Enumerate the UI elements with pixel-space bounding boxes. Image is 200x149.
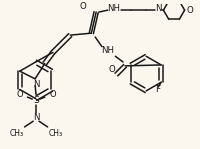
Text: NH: NH [101,46,114,55]
Text: O: O [49,90,56,99]
Text: NH: NH [107,4,120,13]
Text: N: N [33,80,39,89]
Text: CH₃: CH₃ [48,129,62,138]
Text: CH₃: CH₃ [10,129,24,138]
Text: N: N [33,113,39,122]
Text: O: O [108,65,115,74]
Text: O: O [79,2,86,11]
Text: O: O [186,6,193,15]
Text: N: N [155,4,162,13]
Text: O: O [16,90,23,99]
Text: F: F [155,85,160,94]
Text: S: S [33,96,39,104]
